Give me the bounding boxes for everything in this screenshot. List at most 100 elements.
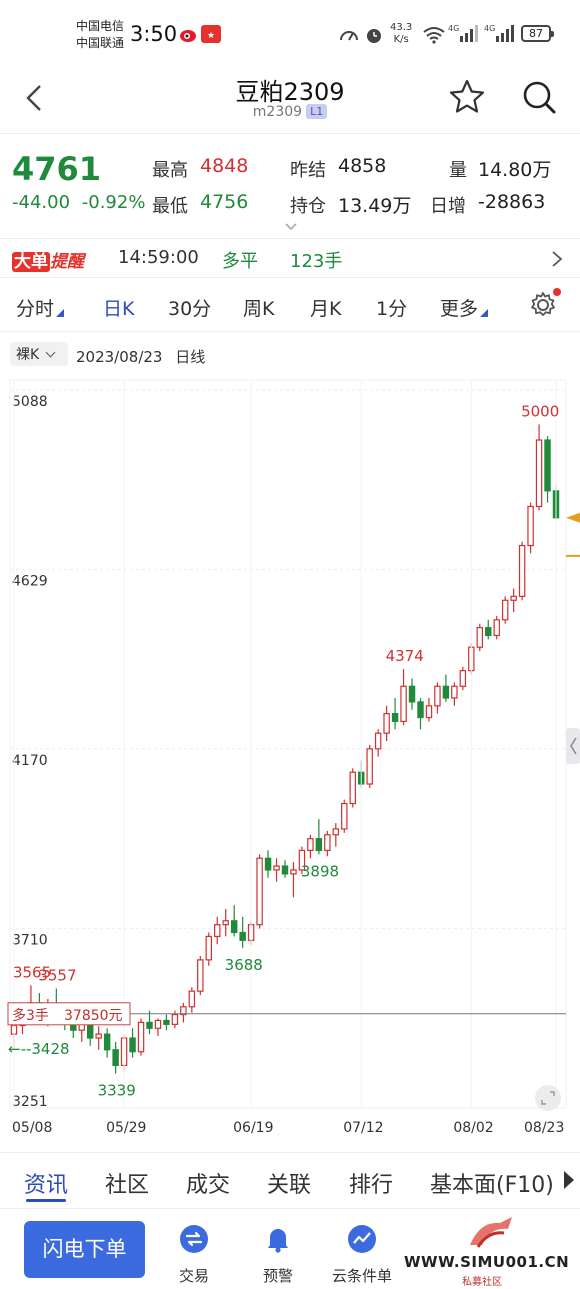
- carrier-labels: 中国电信 中国联通: [76, 18, 124, 52]
- cloud-order-label: 云条件单: [331, 1267, 392, 1285]
- candle-body: [400, 685, 407, 723]
- tab-monthly-k-label: 月K: [310, 298, 342, 320]
- low-label: 最低: [152, 196, 188, 217]
- notification-dot: [553, 288, 561, 296]
- contract-header: 豆粕2309 m2309 L1: [0, 64, 580, 134]
- app-notification-icon: ★: [201, 25, 221, 43]
- svg-text:4G: 4G: [484, 24, 495, 33]
- carrier-1: 中国电信: [76, 19, 125, 33]
- open-interest-value: 13.49万: [338, 195, 412, 217]
- candle-body: [256, 857, 263, 926]
- candle-body: [315, 838, 323, 852]
- tab-intraday[interactable]: 分时: [16, 294, 65, 321]
- battery-indicator: 87: [521, 25, 554, 42]
- low-annotation: 3898: [301, 862, 339, 880]
- candle-body: [163, 1019, 170, 1025]
- candle-body: [103, 1033, 111, 1051]
- kline-chart[interactable]: 5088 4629 4170 3710 3251 05/08 05/29 06/19 07/12…: [0, 372, 580, 1144]
- search-icon[interactable]: [520, 78, 558, 116]
- candle-body: [129, 1037, 136, 1053]
- candle-body: [324, 834, 331, 852]
- contract-subtitle: m2309 L1: [0, 104, 580, 120]
- expand-chevron-icon[interactable]: [284, 222, 298, 232]
- signal-1-icon: 4G: [448, 24, 478, 42]
- scroll-right-icon[interactable]: [564, 1171, 574, 1189]
- contract-title: 豆粕2309: [235, 78, 345, 106]
- favorite-star-icon[interactable]: [448, 78, 486, 116]
- contract-code: m2309: [252, 104, 303, 120]
- candle-body: [112, 1049, 119, 1066]
- candle-body: [535, 439, 543, 508]
- change-percent: -0.92%: [81, 192, 146, 213]
- alert-action[interactable]: 预警: [243, 1223, 313, 1286]
- dropdown-triangle-icon: [56, 309, 65, 317]
- chevron-down-icon: [45, 347, 56, 358]
- candle-body: [366, 748, 373, 785]
- chart-period: 日线: [175, 348, 206, 366]
- tab-weekly-k[interactable]: 周K: [243, 294, 274, 321]
- plot-frame: [9, 379, 567, 1109]
- net-speed: 43.3 K/s: [390, 22, 412, 46]
- price-change: -44.00 -0.92%: [12, 192, 145, 213]
- candle-body: [205, 935, 213, 961]
- tab-daily-k[interactable]: 日K: [103, 294, 134, 321]
- tab-news[interactable]: 资讯: [24, 1173, 69, 1198]
- tab-related[interactable]: 关联: [267, 1173, 312, 1198]
- candle-body: [349, 771, 356, 805]
- tab-more[interactable]: 更多: [440, 294, 489, 321]
- back-arrow-icon[interactable]: [20, 78, 50, 118]
- x-tick-label: 06/19: [233, 1120, 273, 1136]
- status-time: 3:50: [130, 22, 178, 46]
- large-order-alert-bar[interactable]: 大单 提醒 14:59:00 多平 123手: [0, 238, 580, 278]
- tab-1min[interactable]: 1分: [376, 294, 407, 321]
- daily-change-label: 日增: [430, 196, 466, 217]
- candle-body: [434, 685, 441, 707]
- adjust-select[interactable]: 裸K: [10, 342, 68, 366]
- trade-icon: [180, 1225, 208, 1253]
- chevron-right-icon[interactable]: [550, 249, 564, 269]
- chart-info-date: 2023/08/23 日线: [76, 346, 205, 367]
- flash-order-button[interactable]: 闪电下单: [24, 1221, 145, 1278]
- candle-body: [425, 705, 433, 719]
- cloud-order-action[interactable]: 云条件单: [327, 1223, 397, 1286]
- side-drawer-handle: [566, 728, 580, 764]
- last-price: 4761: [12, 150, 102, 188]
- open-interest-label: 持仓: [290, 196, 326, 217]
- tab-trades[interactable]: 成交: [186, 1173, 231, 1198]
- candle-body: [290, 869, 297, 875]
- position-label-box: [7, 1002, 131, 1026]
- high-value: 4848: [200, 155, 249, 177]
- daily-change-value: -28863: [478, 191, 546, 213]
- tab-ranking[interactable]: 排行: [349, 1173, 394, 1198]
- candle-body: [518, 544, 526, 597]
- tab-community[interactable]: 社区: [105, 1173, 150, 1198]
- high-annotation: 3565: [13, 963, 51, 981]
- tab-1min-label: 1分: [376, 298, 408, 320]
- signal-2-icon: 4G: [484, 24, 514, 42]
- position-pnl-label: 37850元: [64, 1008, 123, 1024]
- candle-body: [222, 920, 229, 926]
- candle-body: [171, 1013, 179, 1025]
- candle-body: [298, 849, 306, 871]
- candle-body: [485, 627, 492, 637]
- gear-icon[interactable]: [528, 290, 558, 320]
- watermark-subtext: 私募社区: [462, 1277, 502, 1288]
- high-annotation: 4374: [386, 647, 424, 665]
- carrier-2: 中国联通: [76, 36, 125, 50]
- tab-intraday-label: 分时: [16, 298, 55, 320]
- candle-body: [264, 857, 272, 871]
- candle-body: [442, 685, 450, 699]
- tab-fundamentals[interactable]: 基本面(F10): [430, 1173, 554, 1198]
- high-label: 最高: [152, 160, 188, 181]
- tab-30min[interactable]: 30分: [168, 294, 211, 321]
- x-tick-label: 08/23: [524, 1120, 564, 1136]
- dropdown-triangle-icon: [480, 309, 489, 317]
- tab-monthly-k[interactable]: 月K: [310, 294, 341, 321]
- low-annotation: 3339: [98, 1082, 136, 1100]
- watermark: WWW.SIMU001.CN 私募社区: [404, 1213, 580, 1289]
- kline-chart-svg[interactable]: 5088 4629 4170 3710 3251 05/08 05/29 06/19 07/12…: [0, 372, 580, 1144]
- trade-action[interactable]: 交易: [159, 1223, 229, 1286]
- cloud-order-icon: [348, 1225, 376, 1253]
- candle-body: [493, 619, 500, 637]
- candle-body: [332, 828, 340, 836]
